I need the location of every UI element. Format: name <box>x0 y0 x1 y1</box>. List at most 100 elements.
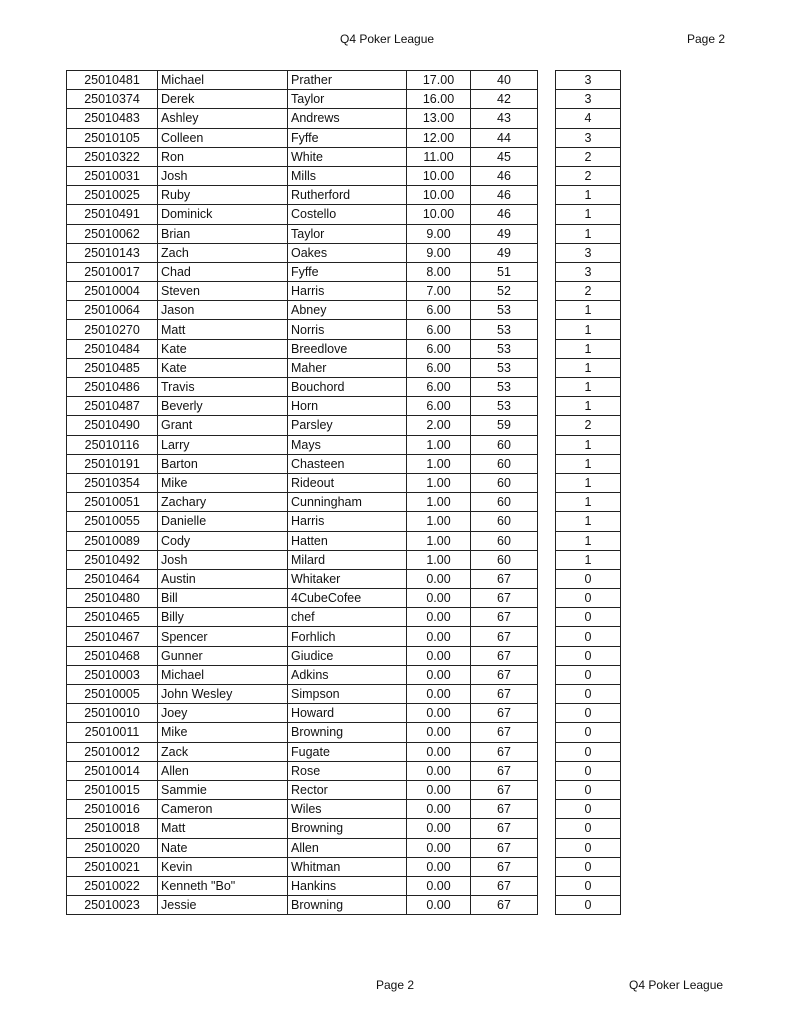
rank-cell: 60 <box>470 492 538 513</box>
last-name-cell: Harris <box>287 511 407 532</box>
count-cell: 0 <box>555 588 621 609</box>
count-cell: 1 <box>555 357 621 379</box>
first-name-cell: Beverly <box>157 396 288 417</box>
table-row: 25010012 Zack Fugate 0.00 67 <box>66 741 538 762</box>
count-cell: 1 <box>555 396 621 417</box>
rank-cell: 67 <box>470 799 538 820</box>
count-cell: 1 <box>555 434 621 455</box>
player-id-cell: 25010480 <box>66 588 158 609</box>
first-name-cell: Cameron <box>157 799 288 820</box>
points-cell: 0.00 <box>406 856 471 877</box>
points-cell: 6.00 <box>406 357 471 379</box>
table-row: 2 <box>555 281 621 302</box>
table-row: 25010062 Brian Taylor 9.00 49 <box>66 223 538 244</box>
table-row: 1 <box>555 472 621 494</box>
last-name-cell: Hankins <box>287 875 407 897</box>
player-id-cell: 25010021 <box>66 856 158 877</box>
player-id-cell: 25010055 <box>66 511 158 532</box>
points-cell: 11.00 <box>406 146 471 167</box>
last-name-cell: Norris <box>287 319 407 340</box>
table-row: 25010487 Beverly Horn 6.00 53 <box>66 396 538 417</box>
last-name-cell: Rose <box>287 760 407 781</box>
rank-cell: 43 <box>470 108 538 129</box>
rank-cell: 67 <box>470 664 538 686</box>
player-id-cell: 25010492 <box>66 549 158 570</box>
rank-cell: 46 <box>470 185 538 206</box>
points-cell: 13.00 <box>406 108 471 129</box>
first-name-cell: Michael <box>157 69 288 91</box>
count-cell: 1 <box>555 338 621 359</box>
rank-cell: 53 <box>470 396 538 417</box>
last-name-cell: Fyffe <box>287 127 407 148</box>
last-name-cell: Forhlich <box>287 626 407 647</box>
table-row: 25010480 Bill 4CubeCofee 0.00 67 <box>66 588 538 609</box>
points-cell: 0.00 <box>406 760 471 781</box>
table-row: 25010015 Sammie Rector 0.00 67 <box>66 779 538 801</box>
points-cell: 0.00 <box>406 722 471 743</box>
points-cell: 1.00 <box>406 530 471 551</box>
table-row: 0 <box>555 626 621 647</box>
player-id-cell: 25010018 <box>66 818 158 839</box>
player-id-cell: 25010051 <box>66 492 158 513</box>
player-id-cell: 25010011 <box>66 722 158 743</box>
last-name-cell: Parsley <box>287 415 407 436</box>
table-row: 0 <box>555 588 621 609</box>
rank-cell: 60 <box>470 511 538 532</box>
first-name-cell: Joey <box>157 703 288 724</box>
points-cell: 10.00 <box>406 185 471 206</box>
count-cell: 1 <box>555 549 621 570</box>
count-cell: 1 <box>555 492 621 513</box>
table-row: 0 <box>555 741 621 762</box>
rank-cell: 67 <box>470 607 538 628</box>
rank-cell: 46 <box>470 204 538 225</box>
rank-cell: 49 <box>470 242 538 263</box>
rank-cell: 52 <box>470 281 538 302</box>
table-row: 0 <box>555 568 621 590</box>
count-cell: 0 <box>555 626 621 647</box>
points-cell: 1.00 <box>406 453 471 474</box>
points-cell: 6.00 <box>406 300 471 321</box>
points-cell: 0.00 <box>406 645 471 666</box>
rank-cell: 53 <box>470 338 538 359</box>
rank-cell: 67 <box>470 837 538 858</box>
count-cell: 2 <box>555 165 621 187</box>
player-id-cell: 25010467 <box>66 626 158 647</box>
count-cell: 0 <box>555 722 621 743</box>
table-row: 25010483 Ashley Andrews 13.00 43 <box>66 108 538 129</box>
first-name-cell: Spencer <box>157 626 288 647</box>
points-cell: 1.00 <box>406 434 471 455</box>
first-name-cell: Derek <box>157 89 288 110</box>
rank-cell: 67 <box>470 895 538 916</box>
last-name-cell: Hatten <box>287 530 407 551</box>
table-row: 1 <box>555 530 621 551</box>
rank-cell: 60 <box>470 434 538 455</box>
standings-table: 25010481 Michael Prather 17.00 40 25010374 Der… <box>66 69 538 916</box>
first-name-cell: Josh <box>157 549 288 570</box>
player-id-cell: 25010064 <box>66 300 158 321</box>
first-name-cell: Jason <box>157 300 288 321</box>
last-name-cell: Adkins <box>287 664 407 686</box>
first-name-cell: Ruby <box>157 185 288 206</box>
first-name-cell: Kenneth "Bo" <box>157 875 288 897</box>
table-row: 25010354 Mike Rideout 1.00 60 <box>66 472 538 494</box>
player-id-cell: 25010016 <box>66 799 158 820</box>
count-cell: 1 <box>555 530 621 551</box>
header-page-number: Page 2 <box>687 32 726 46</box>
table-row: 25010491 Dominick Costello 10.00 46 <box>66 204 538 225</box>
last-name-cell: Rutherford <box>287 185 407 206</box>
table-row: 25010191 Barton Chasteen 1.00 60 <box>66 453 538 474</box>
player-id-cell: 25010485 <box>66 357 158 379</box>
count-cell: 0 <box>555 683 621 705</box>
count-cell: 2 <box>555 415 621 436</box>
player-id-cell: 25010005 <box>66 683 158 705</box>
count-cell: 1 <box>555 453 621 474</box>
player-id-cell: 25010025 <box>66 185 158 206</box>
count-cell: 0 <box>555 664 621 686</box>
table-row: 25010485 Kate Maher 6.00 53 <box>66 357 538 379</box>
table-row: 1 <box>555 185 621 206</box>
last-name-cell: Prather <box>287 69 407 91</box>
first-name-cell: Zack <box>157 741 288 762</box>
table-row: 1 <box>555 338 621 359</box>
count-cell: 0 <box>555 645 621 666</box>
